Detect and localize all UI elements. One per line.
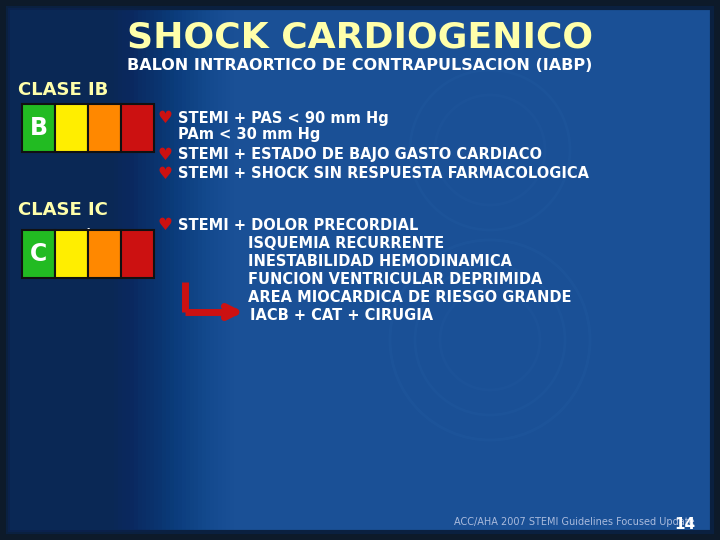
Text: CLASE IB: CLASE IB [18, 81, 108, 99]
Bar [8, 8, 130, 532]
Bar [8, 8, 186, 532]
Bar [8, 8, 222, 532]
Bar [8, 8, 66, 532]
Bar [8, 8, 142, 532]
Bar [8, 8, 202, 532]
Bar [8, 8, 54, 532]
Bar [8, 8, 78, 532]
Text: STEMI + ESTADO DE BAJO GASTO CARDIACO: STEMI + ESTADO DE BAJO GASTO CARDIACO [178, 147, 542, 163]
Bar [8, 8, 82, 532]
Bar [8, 8, 194, 532]
Bar [8, 8, 166, 532]
Text: SHOCK CARDIOGENICO: SHOCK CARDIOGENICO [127, 21, 593, 55]
Bar [8, 8, 50, 532]
Bar [8, 8, 198, 532]
Bar [8, 8, 114, 532]
Text: ♥: ♥ [158, 165, 172, 183]
Bar [8, 8, 226, 532]
Text: ♥: ♥ [158, 146, 172, 164]
Bar [22, 230, 55, 278]
Bar [8, 8, 146, 532]
Bar [8, 8, 58, 532]
Bar [8, 8, 98, 532]
Bar [88, 104, 121, 152]
Bar [8, 8, 122, 532]
Bar [8, 8, 126, 532]
Text: IACB + CAT + CIRUGIA: IACB + CAT + CIRUGIA [250, 307, 433, 322]
Bar [55, 230, 88, 278]
Bar [8, 8, 90, 532]
Bar [8, 8, 210, 532]
Bar [8, 8, 214, 532]
Text: CLASE IC: CLASE IC [18, 201, 108, 219]
Text: STEMI + SHOCK SIN RESPUESTA FARMACOLOGICA: STEMI + SHOCK SIN RESPUESTA FARMACOLOGIC… [178, 166, 589, 181]
Bar [8, 8, 206, 532]
Text: BALON INTRAORTICO DE CONTRAPULSACION (IABP): BALON INTRAORTICO DE CONTRAPULSACION (IA… [127, 57, 593, 72]
Bar [8, 8, 110, 532]
Bar [8, 8, 170, 532]
Bar [8, 8, 134, 532]
Bar [121, 104, 154, 152]
Bar [8, 8, 70, 532]
Bar [8, 8, 46, 532]
Text: ♥: ♥ [158, 216, 172, 234]
Text: C: C [30, 242, 47, 266]
Bar [88, 230, 121, 278]
Bar [8, 8, 118, 532]
Text: STEMI + DOLOR PRECORDIAL: STEMI + DOLOR PRECORDIAL [178, 218, 418, 233]
Text: INESTABILIDAD HEMODINAMICA: INESTABILIDAD HEMODINAMICA [248, 253, 512, 268]
Text: 14: 14 [674, 517, 695, 532]
Bar [8, 8, 102, 532]
Bar [22, 104, 55, 152]
Bar [8, 8, 138, 532]
Text: B: B [30, 116, 48, 140]
Text: PAm < 30 mm Hg: PAm < 30 mm Hg [178, 126, 320, 141]
Bar [8, 8, 158, 532]
Bar [8, 8, 86, 532]
Bar [8, 8, 62, 532]
Bar [8, 8, 106, 532]
Bar [8, 8, 178, 532]
Bar [8, 8, 94, 532]
Bar [121, 230, 154, 278]
Bar [8, 8, 182, 532]
Bar [8, 8, 162, 532]
Text: AREA MIOCARDICA DE RIESGO GRANDE: AREA MIOCARDICA DE RIESGO GRANDE [248, 289, 572, 305]
Text: I    IIa  IIb  III: I IIa IIb III [45, 109, 130, 122]
Bar [8, 8, 234, 532]
Text: FUNCION VENTRICULAR DEPRIMIDA: FUNCION VENTRICULAR DEPRIMIDA [248, 272, 542, 287]
Bar [8, 8, 154, 532]
Text: ISQUEMIA RECURRENTE: ISQUEMIA RECURRENTE [248, 235, 444, 251]
Text: ♥: ♥ [158, 109, 172, 127]
Bar [8, 8, 150, 532]
Bar [8, 8, 190, 532]
Text: STEMI + PAS < 90 mm Hg: STEMI + PAS < 90 mm Hg [178, 111, 389, 125]
Bar [8, 8, 42, 532]
Bar [8, 8, 230, 532]
Bar [8, 8, 218, 532]
Bar [8, 8, 38, 532]
Bar [8, 8, 74, 532]
Bar [8, 8, 174, 532]
Text: ACC/AHA 2007 STEMI Guidelines Focused Update: ACC/AHA 2007 STEMI Guidelines Focused Up… [454, 517, 695, 527]
Text: I    IIa  IIb  III: I IIa IIb III [32, 228, 117, 241]
Bar [55, 104, 88, 152]
